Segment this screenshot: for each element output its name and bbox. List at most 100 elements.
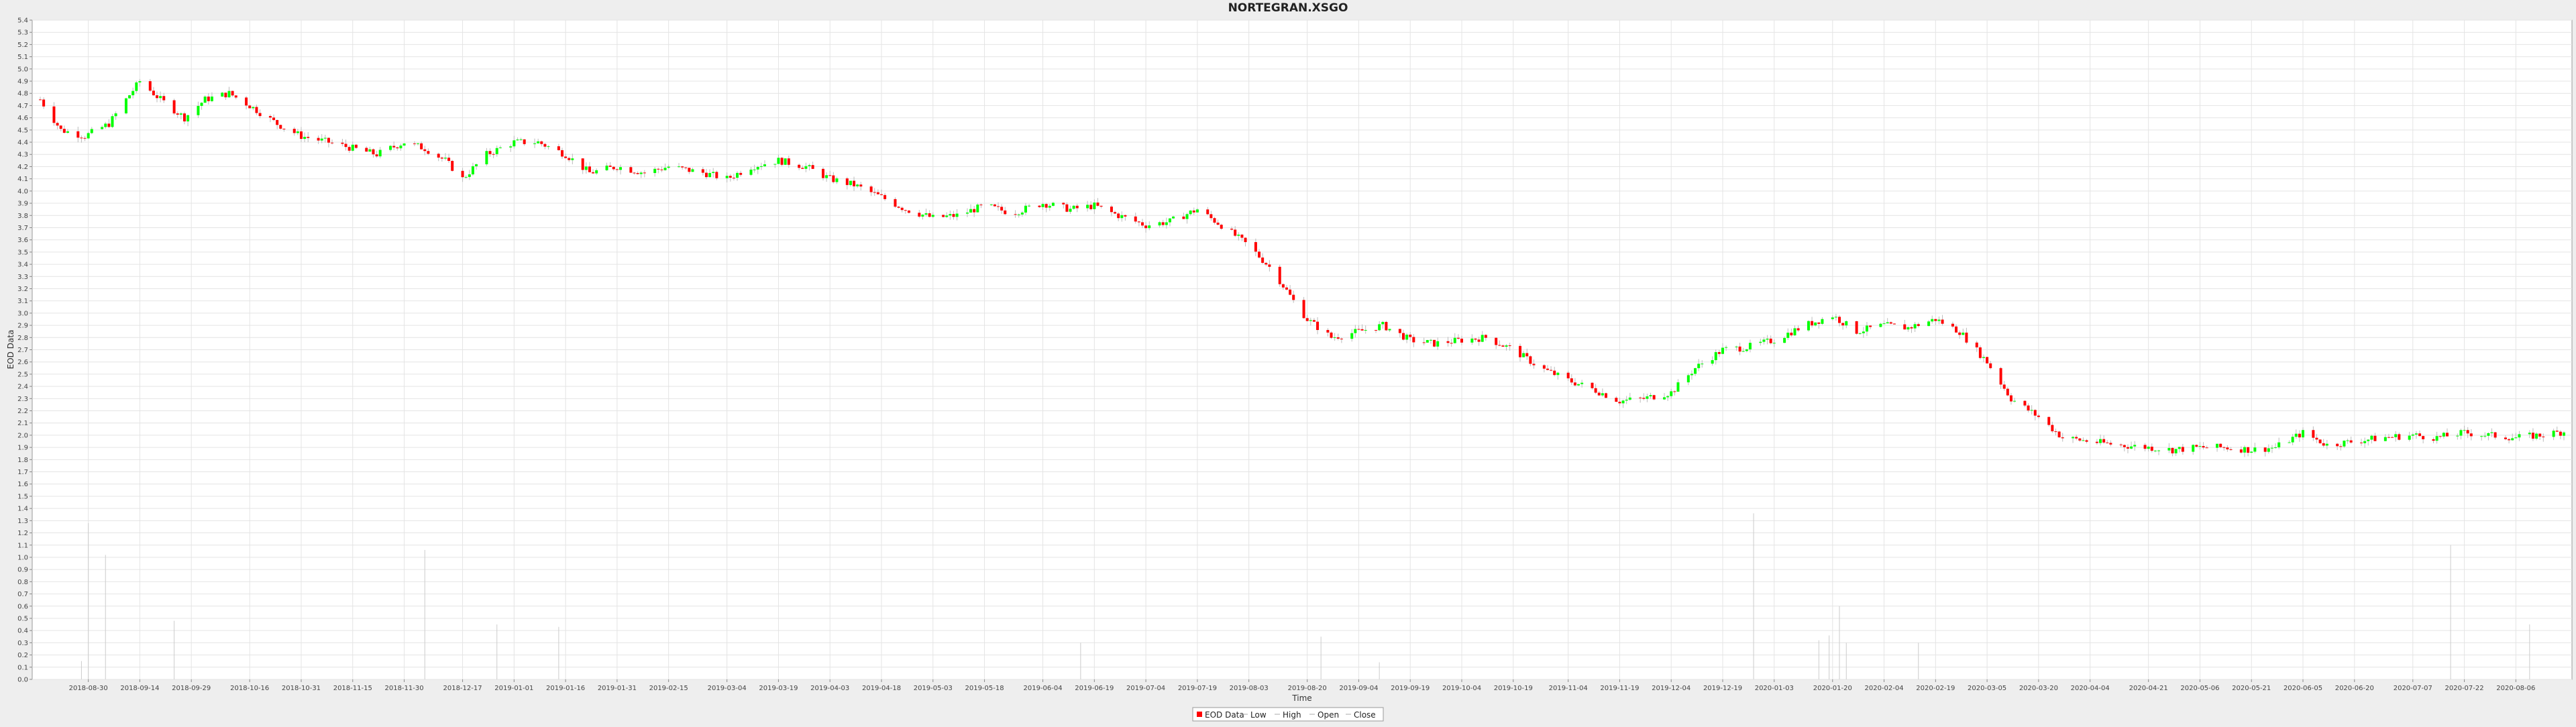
candle-body-down [1673,391,1676,392]
candle-body-down [1999,368,2002,385]
candle-body-up [1913,324,1917,329]
y-tick-label: 0.4 [17,628,28,635]
candle-body-up [849,180,852,185]
candle-body-up [712,172,715,173]
candle-body-down [883,194,887,199]
candle-body-up [2274,447,2277,449]
candle-body-down [2023,400,2027,406]
candle-body-up [2511,438,2514,441]
x-tick-label: 2020-02-04 [1865,685,1904,692]
candle-body-down [1312,320,1316,322]
candle-body-down [1975,342,1978,347]
candle-body-down [2033,410,2037,416]
candle-body-up [1309,320,1312,321]
chart-title: NORTEGRAN.XSGO [1228,1,1348,15]
candle-body-down [1989,363,1992,368]
candle-body-up [1069,209,1072,212]
candle-body-down [1213,218,1216,223]
candle-body-down [2247,447,2250,453]
candle-body-down [900,207,904,211]
candle-body-down [681,166,684,168]
candle-body-down [780,158,784,165]
legend-item-low: Low [1250,710,1267,720]
candle-body-up [2267,448,2270,452]
candle-body-down [172,100,176,114]
candle-body-down [1409,334,1412,337]
candle-body-down [2222,447,2226,448]
candle-body-down [876,192,879,194]
candle-body-down [461,170,464,178]
candle-body-up [571,158,574,160]
x-tick-label: 2019-09-19 [1391,685,1430,692]
candle-body-up [1759,341,1762,343]
candle-body-up [678,166,681,168]
candle-body-up [1962,332,1965,335]
candle-body-down [1769,338,1772,343]
legend-item-high: High [1283,710,1301,720]
candle-body-up [296,131,299,133]
x-tick-label: 2019-03-04 [708,685,747,692]
y-tick-label: 0.7 [17,591,28,598]
candle-body-up [516,139,519,141]
candle-body-down [1941,319,1944,324]
candle-body-up [2082,440,2085,441]
candle-body-down [2002,384,2006,389]
candle-body-down [1615,398,1618,402]
candle-body-down [292,129,296,133]
x-tick-label: 2020-06-20 [2335,685,2374,692]
candle-body-up [1364,330,1367,331]
y-tick-label: 5.4 [17,17,28,25]
candle-body-down [1137,221,1140,223]
candle-body-down [543,144,547,147]
candle-body-down [76,131,80,138]
candle-body-up [2072,437,2075,439]
candle-body-up [921,215,924,217]
legend-item-open: Open [1318,710,1339,720]
legend-item-close: Close [1354,710,1376,720]
candle-body-up [2459,430,2463,436]
x-tick-label: 2019-02-15 [649,685,688,692]
candle-body-down [1841,323,1845,326]
candle-body-down [1182,216,1185,219]
x-tick-label: 2019-07-04 [1126,685,1165,692]
candle-body-up [1505,345,1508,347]
candle-body-down [1075,205,1079,209]
candle-body-down [612,166,615,170]
y-tick-label: 5.3 [17,30,28,37]
candle-body-up [101,127,104,129]
candle-body-down [973,209,976,213]
y-tick-label: 2.1 [17,420,28,427]
candle-body-up [323,137,327,139]
candle-body-up [2442,433,2445,437]
candle-body-up [1807,321,1810,331]
candle-body-down [2219,443,2222,447]
candle-body-up [2243,447,2246,453]
candle-body-down [859,184,863,187]
candle-body-down [2349,440,2353,443]
candle-body-up [2253,447,2257,452]
candle-body-up [1405,334,1409,340]
candle-body-up [856,184,859,186]
candle-body-down [704,172,708,178]
candle-body-up [2302,430,2305,438]
x-tick-label: 2018-11-15 [333,685,372,692]
candle-body-up [1522,353,1525,357]
candle-body-down [2009,395,2012,402]
candle-body-up [2174,449,2178,453]
candle-body-down [2336,443,2339,447]
x-axis: 2018-08-30 2018-09-14 2018-09-29 2018-10-16… [69,679,2535,692]
candle-body-up [2277,442,2281,448]
candle-body-down [1811,321,1814,326]
candle-body-down [1336,337,1340,339]
candle-body-up [949,214,952,216]
candle-body-down [2322,443,2325,446]
x-tick-label: 2020-04-04 [2071,685,2110,692]
candle-body-down [42,99,46,107]
candle-body-up [537,141,540,144]
candle-body-up [1024,205,1027,213]
candle-body-down [1014,214,1017,215]
x-tick-label: 2019-05-03 [914,685,953,692]
x-tick-label: 2019-10-19 [1494,685,1533,692]
candle-body-down [897,207,900,208]
candle-body-down [272,117,276,120]
